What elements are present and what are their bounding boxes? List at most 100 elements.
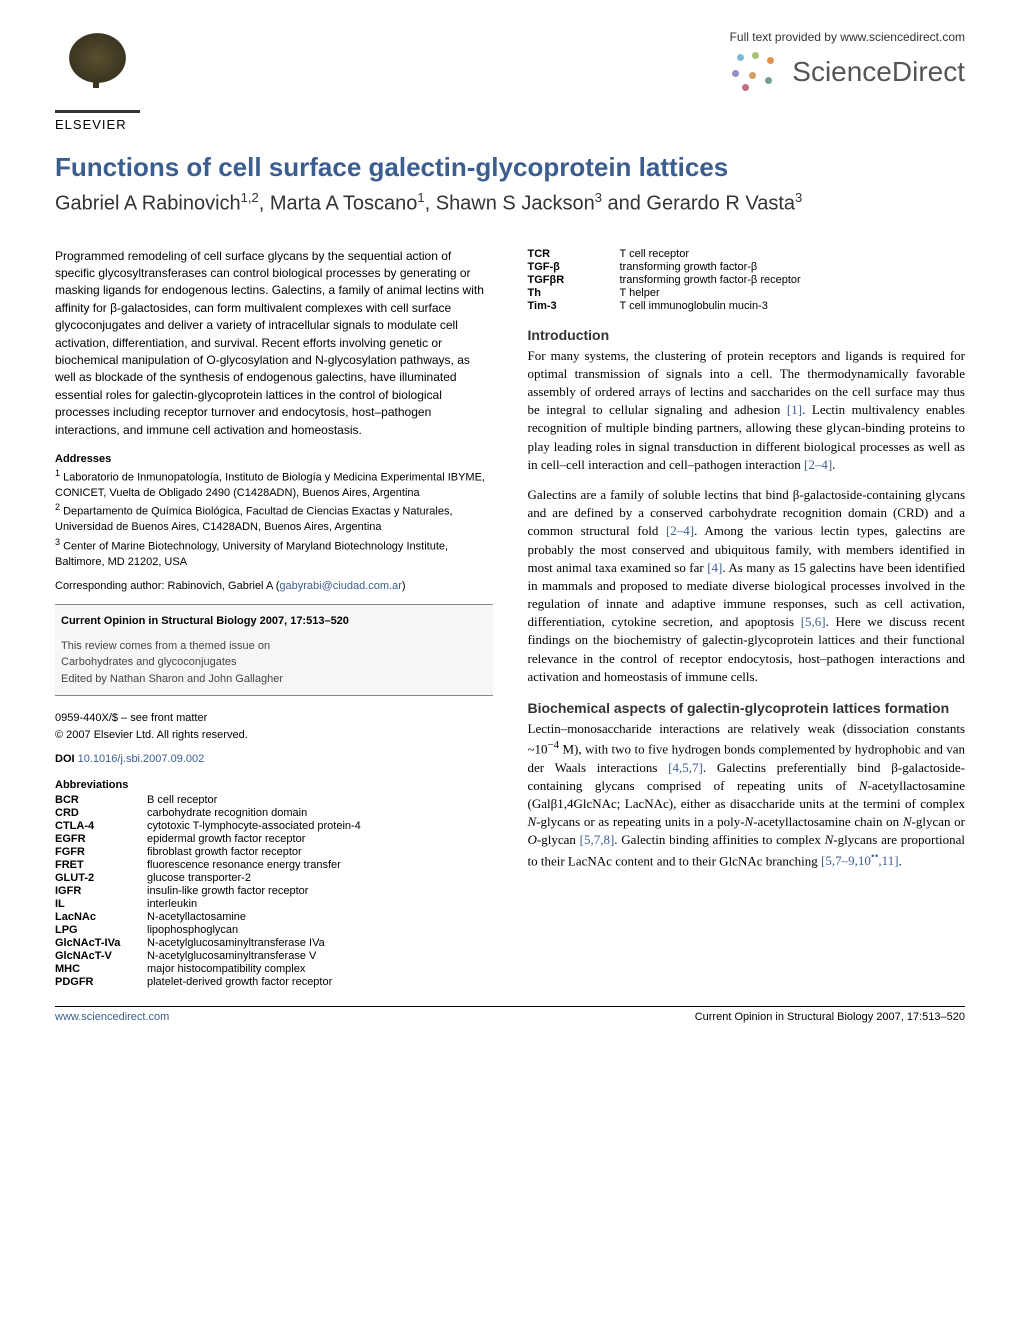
abbr-val: transforming growth factor-β [620,261,966,274]
abbr-key: IGFR [55,884,147,897]
abbr-val: N-acetylglucosaminyltransferase V [147,949,493,962]
abbr-val: transforming growth factor-β receptor [620,274,966,287]
abbr-row: IGFRinsulin-like growth factor receptor [55,884,493,897]
corr-label: Corresponding author: Rabinovich, Gabrie… [55,580,279,592]
themed-line-1: This review comes from a themed issue on [61,638,487,655]
abbr-key: TCR [528,248,620,261]
abbr-val: major histocompatibility complex [147,962,493,975]
journal-ref: Current Opinion in Structural Biology 20… [61,615,349,627]
addresses-block: 1 Laboratorio de Inmunopatología, Instit… [55,467,493,570]
abbreviations-label: Abbreviations [55,779,493,791]
footer-right: Current Opinion in Structural Biology 20… [695,1011,965,1023]
copyright-line: © 2007 Elsevier Ltd. All rights reserved… [55,727,493,744]
footer-left[interactable]: www.sciencedirect.com [55,1011,169,1023]
abstract: Programmed remodeling of cell surface gl… [55,248,493,439]
address-3: 3 Center of Marine Biotechnology, Univer… [55,536,493,570]
article-title: Functions of cell surface galectin-glyco… [55,152,965,183]
doi-line: DOI 10.1016/j.sbi.2007.09.002 [55,753,493,765]
abbr-key: BCR [55,793,147,806]
abbr-key: CTLA-4 [55,819,147,832]
introduction-heading: Introduction [528,327,966,343]
abbr-key: Tim-3 [528,300,620,313]
abbr-val: fluorescence resonance energy transfer [147,858,493,871]
abbr-key: FGFR [55,845,147,858]
abbr-key: GLUT-2 [55,871,147,884]
abbr-val: interleukin [147,897,493,910]
right-column: TCRT cell receptorTGF-βtransforming grow… [528,248,966,989]
abbr-key: TGFβR [528,274,620,287]
abbr-key: PDGFR [55,975,147,988]
journal-info-box: Current Opinion in Structural Biology 20… [55,604,493,696]
front-matter: 0959-440X/$ – see front matter © 2007 El… [55,710,493,743]
abbr-val: cytotoxic T-lymphocyte-associated protei… [147,819,493,832]
abbr-val: B cell receptor [147,793,493,806]
abbr-row: PDGFRplatelet-derived growth factor rece… [55,975,493,988]
corr-email-link[interactable]: gabyrabi@ciudad.com.ar [279,580,401,592]
abbr-key: IL [55,897,147,910]
abbr-row: TGF-βtransforming growth factor-β [528,261,966,274]
themed-line-2: Carbohydrates and glycoconjugates [61,654,487,671]
abbr-left-body: BCRB cell receptorCRDcarbohydrate recogn… [55,793,493,988]
page-footer: www.sciencedirect.com Current Opinion in… [55,1006,965,1023]
abbr-key: MHC [55,962,147,975]
abbr-row: GLUT-2glucose transporter-2 [55,871,493,884]
abbr-val: T cell receptor [620,248,966,261]
sciencedirect-logo: ScienceDirect [727,52,965,92]
abbr-row: TCRT cell receptor [528,248,966,261]
corr-close: ) [402,580,406,592]
abbr-row: TGFβRtransforming growth factor-β recept… [528,274,966,287]
abbr-key: GlcNAcT-IVa [55,936,147,949]
abbr-val: T helper [620,287,966,300]
issn-line: 0959-440X/$ – see front matter [55,710,493,727]
abbr-val: T cell immunoglobulin mucin-3 [620,300,966,313]
abbr-row: FGFRfibroblast growth factor receptor [55,845,493,858]
abbr-key: GlcNAcT-V [55,949,147,962]
biochem-heading: Biochemical aspects of galectin-glycopro… [528,700,966,716]
doi-label: DOI [55,753,75,765]
abbr-row: LacNAcN-acetyllactosamine [55,910,493,923]
abbr-row: EGFRepidermal growth factor receptor [55,832,493,845]
themed-line-3: Edited by Nathan Sharon and John Gallagh… [61,671,487,688]
address-1: 1 Laboratorio de Inmunopatología, Instit… [55,467,493,501]
abbr-row: BCRB cell receptor [55,793,493,806]
abbr-row: GlcNAcT-IVaN-acetylglucosaminyltransfera… [55,936,493,949]
abbr-row: CRDcarbohydrate recognition domain [55,806,493,819]
abbr-key: Th [528,287,620,300]
authors: Gabriel A Rabinovich1,2, Marta A Toscano… [55,189,965,218]
elsevier-logo-block: ELSEVIER [55,30,145,132]
sd-dots-icon [727,52,782,92]
abbr-val: carbohydrate recognition domain [147,806,493,819]
sd-provided-text: Full text provided by www.sciencedirect.… [727,30,965,44]
biochem-para: Lectin–monosaccharide interactions are r… [528,720,966,870]
abbr-val: N-acetylglucosaminyltransferase IVa [147,936,493,949]
elsevier-label: ELSEVIER [55,117,145,132]
address-2: 2 Departamento de Química Biológica, Fac… [55,501,493,535]
abbr-row: LPGlipophosphoglycan [55,923,493,936]
abbr-val: N-acetyllactosamine [147,910,493,923]
abbr-key: FRET [55,858,147,871]
addresses-label: Addresses [55,453,493,465]
abbr-val: insulin-like growth factor receptor [147,884,493,897]
abbr-row: Tim-3T cell immunoglobulin mucin-3 [528,300,966,313]
intro-para-2: Galectins are a family of soluble lectin… [528,486,966,686]
doi-value[interactable]: 10.1016/j.sbi.2007.09.002 [78,753,205,765]
abbr-key: EGFR [55,832,147,845]
corresponding-author: Corresponding author: Rabinovich, Gabrie… [55,580,493,592]
abbr-row: MHCmajor histocompatibility complex [55,962,493,975]
elsevier-tree-icon [55,30,140,113]
sciencedirect-block: Full text provided by www.sciencedirect.… [727,30,965,92]
abbr-row: ThT helper [528,287,966,300]
introduction-body: For many systems, the clustering of prot… [528,347,966,686]
abbr-key: LPG [55,923,147,936]
abbr-row: GlcNAcT-VN-acetylglucosaminyltransferase… [55,949,493,962]
abbr-right-body: TCRT cell receptorTGF-βtransforming grow… [528,248,966,313]
abbr-row: CTLA-4cytotoxic T-lymphocyte-associated … [55,819,493,832]
header: ELSEVIER Full text provided by www.scien… [55,30,965,132]
abbr-val: lipophosphoglycan [147,923,493,936]
left-column: Programmed remodeling of cell surface gl… [55,248,493,989]
sd-name: ScienceDirect [792,56,965,88]
abbr-key: CRD [55,806,147,819]
abbr-key: LacNAc [55,910,147,923]
biochem-body: Lectin–monosaccharide interactions are r… [528,720,966,870]
abbr-val: fibroblast growth factor receptor [147,845,493,858]
